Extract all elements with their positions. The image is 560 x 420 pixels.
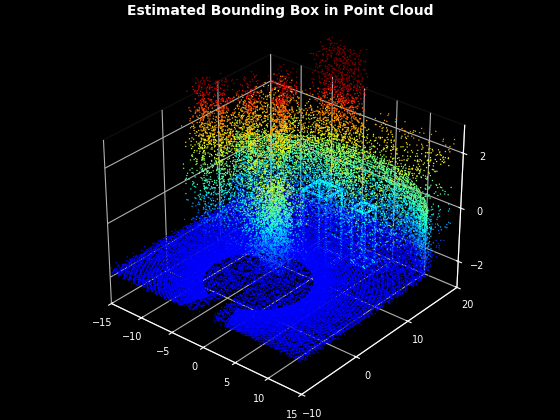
- Title: Estimated Bounding Box in Point Cloud: Estimated Bounding Box in Point Cloud: [127, 4, 433, 18]
